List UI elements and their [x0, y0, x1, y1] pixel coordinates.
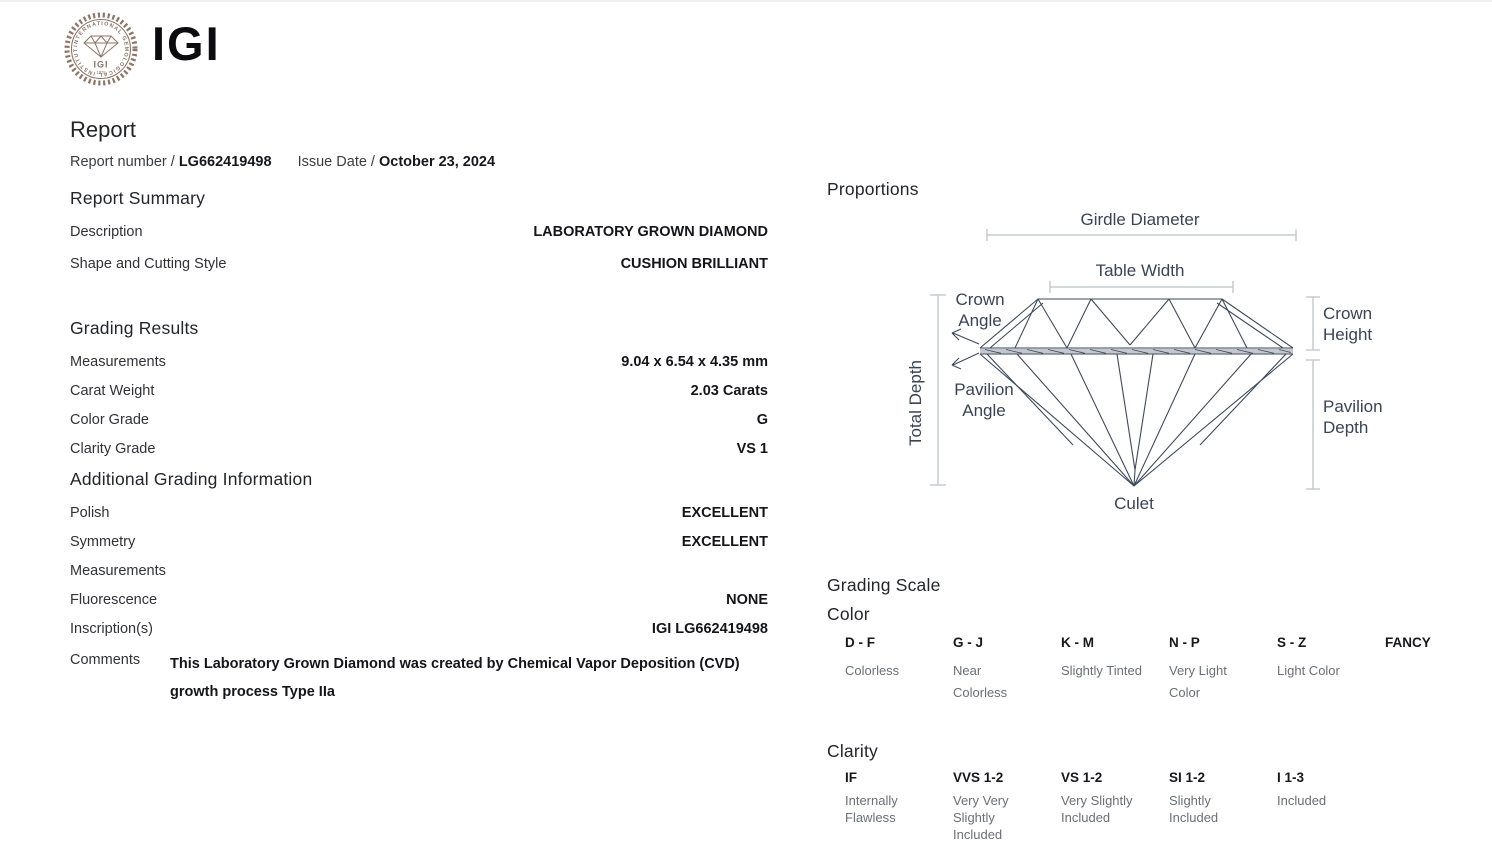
comments-row: Comments This Laboratory Grown Diamond w… — [70, 650, 768, 706]
label-pavilion-angle: Pavilion Angle — [954, 380, 1014, 420]
comments-text: This Laboratory Grown Diamond was create… — [170, 656, 740, 700]
seal-monogram: IGI — [93, 60, 108, 70]
clarity-scale-columns: IF Internally Flawless VVS 1-2 Very Very… — [845, 770, 1385, 843]
grading-scale-heading: Grading Scale — [827, 575, 941, 595]
igi-logo: INTERNATIONAL GEMOLOGICAL INSTITUTE IGI … — [62, 10, 140, 88]
label-table-width: Table Width — [1095, 261, 1185, 280]
issue-date: October 23, 2024 — [379, 154, 496, 170]
color-scale-heading: Color — [827, 604, 870, 624]
color-grade-column: N - P Very Light Color — [1169, 635, 1227, 700]
seal-year: 1975 — [96, 70, 106, 75]
color-grade-column: S - Z Light Color — [1277, 635, 1340, 678]
result-row-carat: Carat Weight 2.03 Carats — [70, 383, 768, 399]
clarity-grade-column: SI 1-2 Slightly Included — [1169, 770, 1219, 825]
proportions-heading: Proportions — [827, 179, 919, 199]
label-total-depth: Total Depth — [906, 360, 925, 446]
color-grade-column: K - M Slightly Tinted — [1061, 635, 1142, 678]
section-heading: Report Summary — [70, 188, 206, 208]
additional-row-fluorescence: Fluorescence NONE — [70, 592, 768, 608]
summary-row-shape: Shape and Cutting Style CUSHION BRILLIAN… — [70, 256, 768, 272]
color-grade-column: G - J Near Colorless — [953, 635, 1008, 700]
result-row-clarity: Clarity Grade VS 1 — [70, 441, 768, 457]
clarity-grade-column: I 1-3 Included — [1277, 770, 1327, 808]
section-heading: Grading Results — [70, 318, 199, 338]
additional-info-section: Additional Grading Information Polish EX… — [70, 469, 768, 706]
label-girdle-diameter: Girdle Diameter — [1080, 210, 1200, 229]
issue-date-label: Issue Date / — [297, 154, 375, 170]
report-number-label: Report number / — [70, 154, 175, 170]
page-title: Report — [70, 117, 137, 142]
report-number: LG662419498 — [178, 154, 272, 170]
label-crown-angle: Crown Angle — [955, 290, 1005, 330]
clarity-grade-column: IF Internally Flawless — [845, 770, 898, 825]
additional-row-inscription: Inscription(s) IGI LG662419498 — [70, 621, 768, 637]
color-scale-columns: D - F Colorless G - J Near Colorless K -… — [845, 635, 1492, 704]
report-meta: Report number / LG662419498 Issue Date /… — [70, 154, 495, 170]
additional-row-measurements: Measurements — [70, 563, 166, 579]
label-culet: Culet — [1114, 494, 1154, 513]
color-grade-column: FANCY — [1385, 635, 1431, 650]
summary-row-description: Description LABORATORY GROWN DIAMOND — [70, 224, 768, 240]
igi-seal-icon: INTERNATIONAL GEMOLOGICAL INSTITUTE IGI … — [62, 10, 138, 86]
diamond-proportions-diagram — [930, 229, 1320, 490]
clarity-grade-column: VVS 1-2 Very Very Slightly Included — [953, 770, 1009, 842]
seal-diamond-icon — [83, 35, 119, 59]
additional-row-polish: Polish EXCELLENT — [70, 505, 768, 521]
clarity-scale-heading: Clarity — [827, 741, 878, 761]
additional-row-symmetry: Symmetry EXCELLENT — [70, 534, 768, 550]
report-summary-section: Report Summary Description LABORATORY GR… — [70, 188, 768, 288]
label-pavilion-depth: Pavilion Depth — [1323, 397, 1383, 437]
section-heading: Additional Grading Information — [70, 469, 313, 489]
grading-results-section: Grading Results Measurements 9.04 x 6.54… — [70, 318, 768, 470]
result-row-measurements: Measurements 9.04 x 6.54 x 4.35 mm — [70, 354, 768, 370]
result-row-color: Color Grade G — [70, 412, 768, 428]
color-grade-column: D - F Colorless — [845, 635, 900, 678]
label-crown-height: Crown Height — [1323, 304, 1373, 344]
igi-wordmark: IGI — [152, 17, 221, 70]
clarity-grade-column: VS 1-2 Very Slightly Included — [1061, 770, 1133, 825]
